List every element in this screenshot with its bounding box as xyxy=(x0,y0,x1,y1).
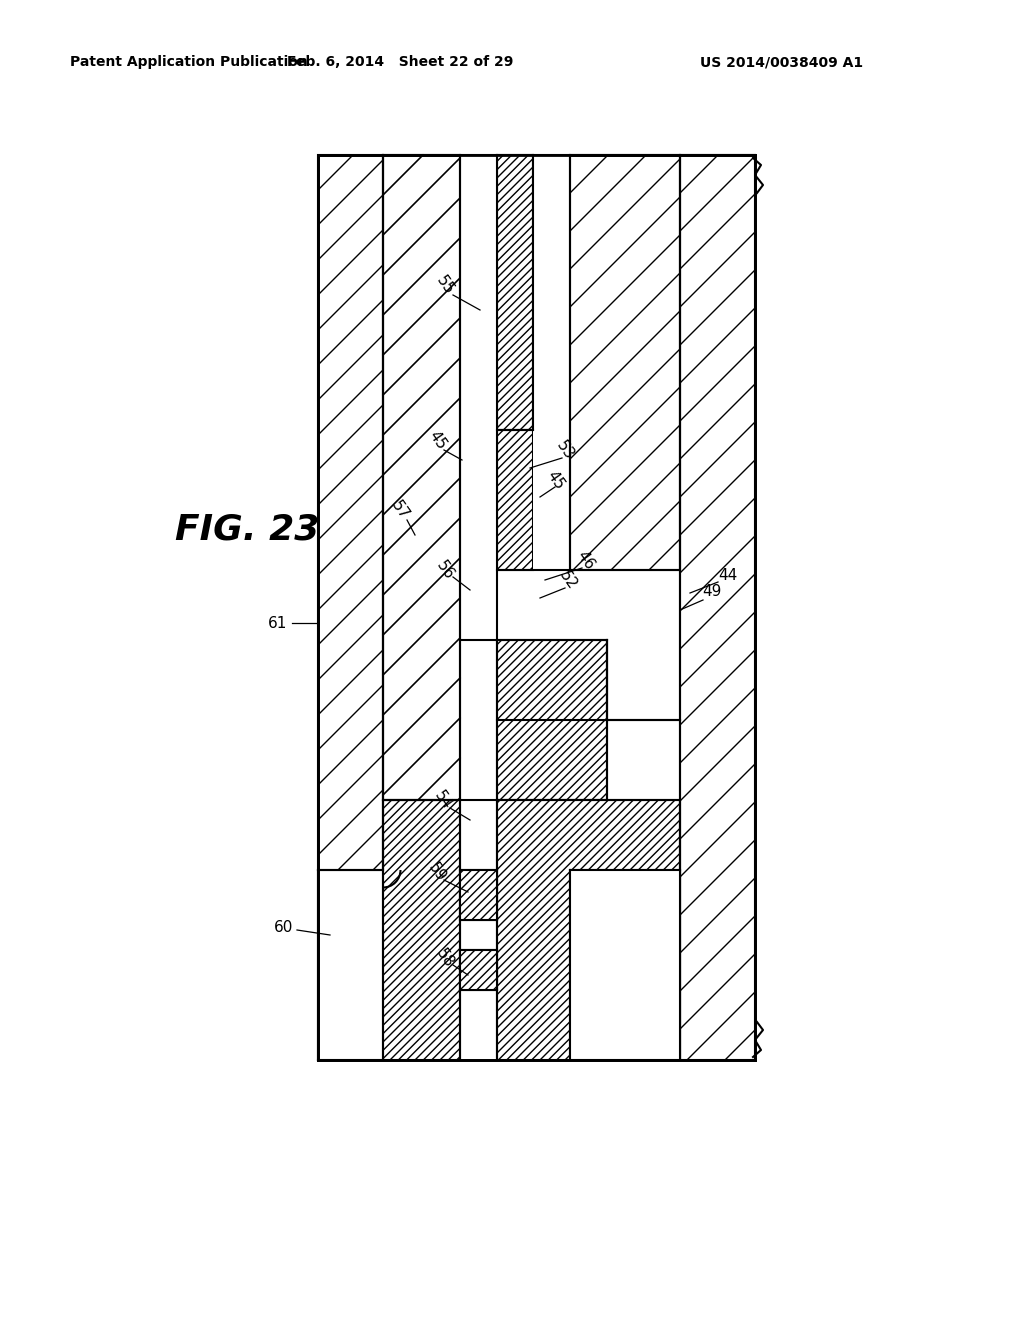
Bar xyxy=(497,154,534,430)
Bar xyxy=(497,640,607,800)
Text: Patent Application Publication: Patent Application Publication xyxy=(70,55,308,69)
Bar xyxy=(318,154,383,870)
Text: 56: 56 xyxy=(433,558,457,582)
Bar xyxy=(497,800,680,1060)
Text: 44: 44 xyxy=(719,568,737,582)
Text: 54: 54 xyxy=(431,788,455,812)
Bar xyxy=(570,154,680,570)
Text: 45: 45 xyxy=(425,428,449,453)
Text: 49: 49 xyxy=(702,585,722,599)
Bar xyxy=(460,870,497,920)
Text: 46: 46 xyxy=(573,548,597,573)
Text: 58: 58 xyxy=(433,946,457,970)
Bar xyxy=(318,154,755,1060)
Text: 45: 45 xyxy=(544,467,566,492)
Text: 52: 52 xyxy=(556,568,580,593)
Text: US 2014/0038409 A1: US 2014/0038409 A1 xyxy=(700,55,863,69)
Text: FIG. 23: FIG. 23 xyxy=(175,513,319,546)
Text: 57: 57 xyxy=(388,498,412,523)
Text: 55: 55 xyxy=(433,273,457,297)
Bar xyxy=(534,154,570,570)
Bar xyxy=(570,870,680,1060)
Bar xyxy=(497,430,534,570)
Text: 53: 53 xyxy=(553,438,577,462)
Text: 60: 60 xyxy=(274,920,294,936)
Text: 59: 59 xyxy=(425,859,449,884)
Bar xyxy=(383,154,460,800)
Bar xyxy=(570,870,680,1060)
Bar xyxy=(680,154,755,1060)
Text: 61: 61 xyxy=(268,615,288,631)
Bar xyxy=(460,154,497,640)
Bar xyxy=(460,950,497,990)
Text: Feb. 6, 2014   Sheet 22 of 29: Feb. 6, 2014 Sheet 22 of 29 xyxy=(287,55,513,69)
Bar xyxy=(383,800,460,1060)
